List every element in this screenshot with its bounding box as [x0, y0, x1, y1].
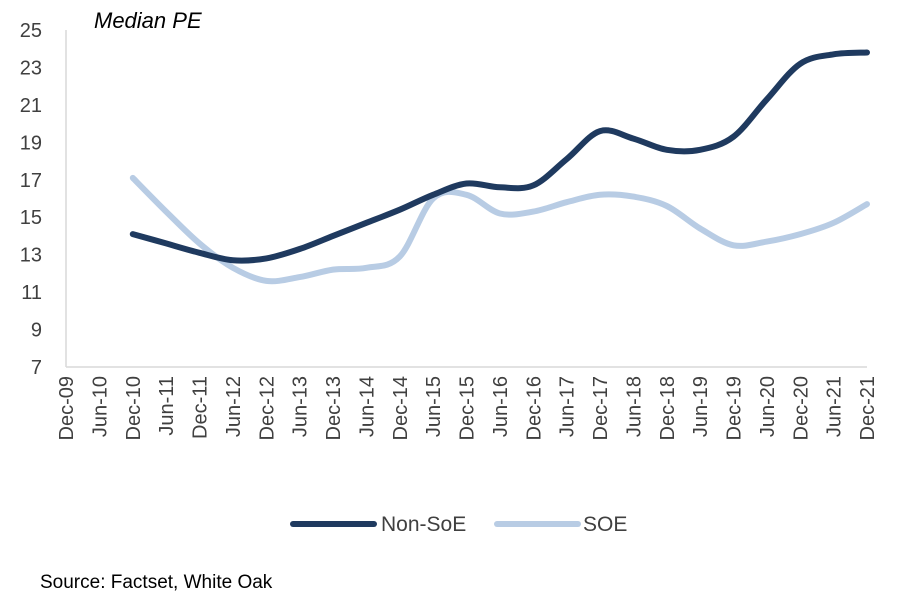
x-tick-label: Dec-21 — [857, 376, 879, 440]
x-tick-label: Dec-12 — [256, 376, 278, 440]
y-tick-label: 7 — [31, 357, 42, 379]
y-tick-labels: 7 9 11 13 15 17 19 21 23 25 — [20, 20, 42, 379]
x-tick-label: Dec-16 — [523, 376, 545, 440]
x-tick-label: Dec-09 — [56, 376, 78, 440]
legend: Non-SoE SOE — [290, 513, 627, 536]
x-tick-label: Jun-20 — [757, 376, 779, 437]
x-tick-label: Dec-19 — [724, 376, 746, 440]
x-tick-labels: Dec-09 Jun-10 Dec-10 Jun-11 Dec-11 Jun-12 Dec-… — [56, 376, 879, 440]
y-tick-label: 23 — [20, 57, 42, 79]
x-tick-label: Jun-19 — [690, 376, 712, 437]
x-tick-label: Jun-17 — [557, 376, 579, 437]
y-tick-label: 15 — [20, 207, 42, 229]
x-tick-label: Jun-18 — [623, 376, 645, 437]
x-tick-label: Jun-15 — [423, 376, 445, 437]
x-tick-label: Jun-13 — [290, 376, 312, 437]
axes — [65, 30, 867, 368]
series-line-non-soe — [129, 49, 870, 264]
chart-title: Median PE — [94, 8, 202, 33]
x-tick-label: Dec-17 — [590, 376, 612, 440]
series-lines — [129, 49, 870, 285]
y-tick-label: 25 — [20, 20, 42, 42]
x-tick-label: Jun-12 — [223, 376, 245, 437]
x-tick-label: Jun-11 — [156, 376, 178, 436]
y-tick-label: 13 — [20, 245, 42, 267]
y-tick-label: 17 — [20, 170, 42, 192]
legend-label-soe: SOE — [583, 513, 627, 536]
x-tick-label: Dec-14 — [390, 376, 412, 440]
y-tick-label: 11 — [21, 282, 42, 304]
x-tick-label: Dec-10 — [123, 376, 145, 440]
x-tick-label: Dec-15 — [457, 376, 479, 440]
x-tick-label: Dec-20 — [790, 376, 812, 440]
source-note: Source: Factset, White Oak — [40, 572, 273, 593]
x-tick-label: Dec-11 — [190, 376, 212, 439]
series-line-soe — [129, 174, 870, 285]
y-tick-label: 19 — [20, 132, 42, 154]
x-tick-label: Dec-13 — [323, 376, 345, 440]
legend-label-non-soe: Non-SoE — [381, 513, 466, 536]
x-tick-label: Jun-14 — [356, 376, 378, 437]
y-tick-label: 9 — [31, 320, 42, 342]
y-tick-label: 21 — [20, 95, 42, 117]
x-tick-label: Jun-16 — [490, 376, 512, 437]
x-tick-label: Jun-10 — [89, 376, 111, 437]
x-tick-label: Jun-21 — [824, 376, 846, 437]
x-tick-label: Dec-18 — [657, 376, 679, 440]
